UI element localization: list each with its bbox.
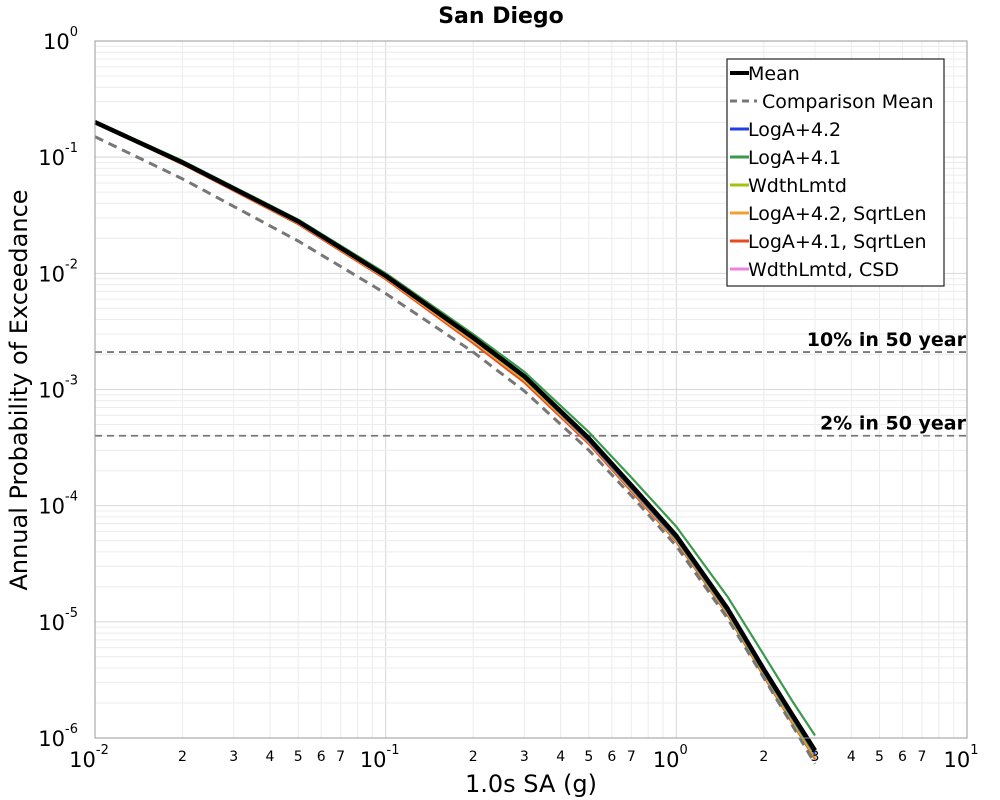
legend: Mean Comparison Mean LogA+4.2 LogA+4.1 WdthL… bbox=[726, 58, 945, 287]
series-line-loga-4-1 bbox=[94, 119, 816, 737]
x-minor-tick-label: 2 bbox=[178, 749, 187, 765]
x-tick-label: 10-2 bbox=[69, 743, 109, 772]
x-minor-tick-label: 7 bbox=[918, 749, 927, 765]
series-group bbox=[94, 119, 817, 765]
legend-label: LogA+4.1, SqrtLen bbox=[748, 231, 927, 253]
series-line-mean bbox=[94, 120, 817, 752]
y-tick-label: 10-1 bbox=[38, 141, 78, 170]
legend-label: LogA+4.2, SqrtLen bbox=[748, 203, 927, 225]
x-minor-tick-label: 6 bbox=[898, 749, 907, 765]
x-minor-tick-label: 3 bbox=[229, 749, 238, 765]
x-minor-tick-label: 7 bbox=[627, 749, 636, 765]
x-tick-label: 101 bbox=[943, 743, 978, 772]
legend-label: WdthLmtd bbox=[748, 175, 847, 197]
x-minor-tick-label: 5 bbox=[294, 749, 303, 765]
x-minor-tick-label: 6 bbox=[607, 749, 616, 765]
legend-box bbox=[726, 58, 945, 287]
x-minor-tick-label: 4 bbox=[847, 749, 856, 765]
y-tick-label: 10-6 bbox=[38, 722, 78, 751]
series-line-wdthlmtd bbox=[94, 121, 816, 757]
y-tick-label: 100 bbox=[43, 25, 78, 54]
plot-frame bbox=[94, 40, 968, 739]
x-tick-label: 10-1 bbox=[360, 743, 400, 772]
x-minor-tick-label: 6 bbox=[317, 749, 326, 765]
legend-label: WdthLmtd, CSD bbox=[748, 259, 899, 281]
y-tick-label: 10-5 bbox=[38, 606, 78, 635]
reference-lines: 10% in 50 year 2% in 50 year bbox=[95, 329, 967, 437]
x-minor-tick-label: 3 bbox=[520, 749, 529, 765]
y-tick-label: 10-4 bbox=[38, 490, 78, 519]
series-line-comparison-mean bbox=[94, 135, 817, 765]
y-tick-label: 10-3 bbox=[38, 374, 78, 403]
legend-label: LogA+4.1 bbox=[748, 147, 841, 169]
x-minor-tick-label: 4 bbox=[556, 749, 565, 765]
x-minor-tick-label: 4 bbox=[266, 749, 275, 765]
x-minor-tick-label: 5 bbox=[584, 749, 593, 765]
y-axis-label: Annual Probability of Exceedance bbox=[5, 189, 33, 590]
legend-label: LogA+4.2 bbox=[748, 119, 841, 141]
legend-label: Comparison Mean bbox=[762, 91, 934, 113]
x-minor-tick-label: 7 bbox=[336, 749, 345, 765]
reference-line-label: 2% in 50 year bbox=[820, 413, 967, 435]
x-minor-tick-label: 2 bbox=[469, 749, 478, 765]
grid bbox=[95, 41, 967, 738]
x-minor-tick-label: 2 bbox=[759, 749, 768, 765]
reference-line-label: 10% in 50 year bbox=[807, 329, 967, 351]
x-axis-label: 1.0s SA (g) bbox=[465, 770, 597, 798]
x-minor-tick-label: 5 bbox=[875, 749, 884, 765]
chart-title: San Diego bbox=[438, 4, 564, 29]
series-line-loga-4-2 bbox=[94, 121, 816, 755]
x-tick-label: 100 bbox=[653, 743, 688, 772]
x-minor-tick-label: 3 bbox=[811, 749, 820, 765]
legend-label: Mean bbox=[748, 63, 800, 85]
y-tick-label: 10-2 bbox=[38, 257, 78, 286]
